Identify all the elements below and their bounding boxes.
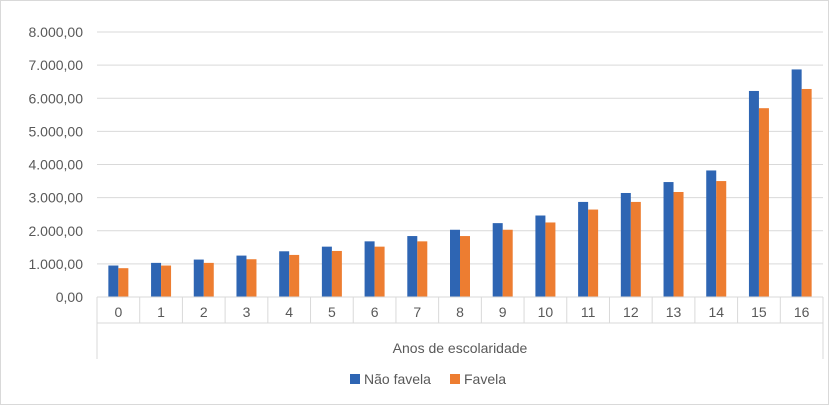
x-tick-label: 6 [371,304,379,320]
bar-nao-favela [450,229,460,297]
bar-favela [161,265,172,297]
bar-nao-favela [620,192,631,297]
x-axis: 0 1 2 3 4 5 6 7 8 9 10 11 12 13 14 15 16 [96,296,824,359]
bar-favela [203,262,214,297]
bar-favela [118,268,129,297]
bar-nao-favela [151,262,162,297]
bar-favela [460,236,470,297]
y-tick-label: 6.000,00 [29,90,84,106]
y-tick-label: 4.000,00 [29,157,84,173]
bar-favela [289,254,300,297]
bar-nao-favela [706,170,717,297]
bar-nao-favela [791,69,802,298]
x-tick-label: 5 [328,304,336,320]
bar-favela [673,191,684,297]
x-tick-label: 13 [666,304,682,320]
y-tick-label: 3.000,00 [29,190,84,206]
bar-favela [545,222,556,297]
bar-nao-favela [193,259,204,297]
bar-favela [417,241,428,297]
x-tick-label: 9 [499,304,507,320]
x-tick-label: 14 [708,304,724,320]
x-axis-title: Anos de escolaridade [393,340,528,356]
bar-favela [758,108,769,297]
bar-favela [502,229,513,297]
bar-favela [630,201,641,297]
bar-nao-favela [279,251,290,297]
y-tick-label: 7.000,00 [29,57,84,73]
x-tick-label: 2 [200,304,208,320]
bar-favela [246,259,257,297]
bar-nao-favela [663,182,674,297]
bar-favela [374,246,385,297]
gridlines [97,31,823,298]
x-tick-label: 0 [114,304,122,320]
bar-nao-favela [407,236,418,297]
bar-nao-favela [578,201,589,297]
x-tick-label: 16 [794,304,810,320]
x-tick-label: 7 [413,304,421,320]
bar-favela [716,181,727,297]
x-tick-label: 3 [243,304,251,320]
y-tick-label: 2.000,00 [29,223,84,239]
bar-nao-favela [748,90,759,298]
y-tick-label: 1.000,00 [29,256,84,272]
bar-nao-favela [364,241,375,297]
y-axis-tick-labels: 0,00 1.000,00 2.000,00 3.000,00 4.000,00 5.00… [29,24,84,305]
bar-favela [331,250,342,297]
bar-nao-favela [492,223,503,297]
y-tick-label: 5.000,00 [29,123,84,139]
x-tick-label: 4 [285,304,293,320]
legend-label: Não favela [364,371,431,387]
x-tick-label: 15 [751,304,767,320]
bar-nao-favela [236,255,247,297]
x-tick-label: 12 [623,304,639,320]
x-tick-label: 8 [456,304,464,320]
bar-nao-favela [108,265,119,297]
legend: Não favela Favela [350,371,506,387]
bars [108,69,812,298]
bar-nao-favela [535,215,546,297]
y-tick-label: 0,00 [56,289,83,305]
legend-swatch [450,374,460,384]
y-tick-label: 8.000,00 [29,24,84,40]
legend-label: Favela [464,371,506,387]
x-tick-label: 1 [157,304,165,320]
bar-favela [588,209,599,297]
legend-swatch [350,374,360,384]
x-tick-label: 10 [538,304,554,320]
bar-favela [801,88,812,297]
x-tick-label: 11 [581,304,596,320]
bar-nao-favela [321,246,332,297]
